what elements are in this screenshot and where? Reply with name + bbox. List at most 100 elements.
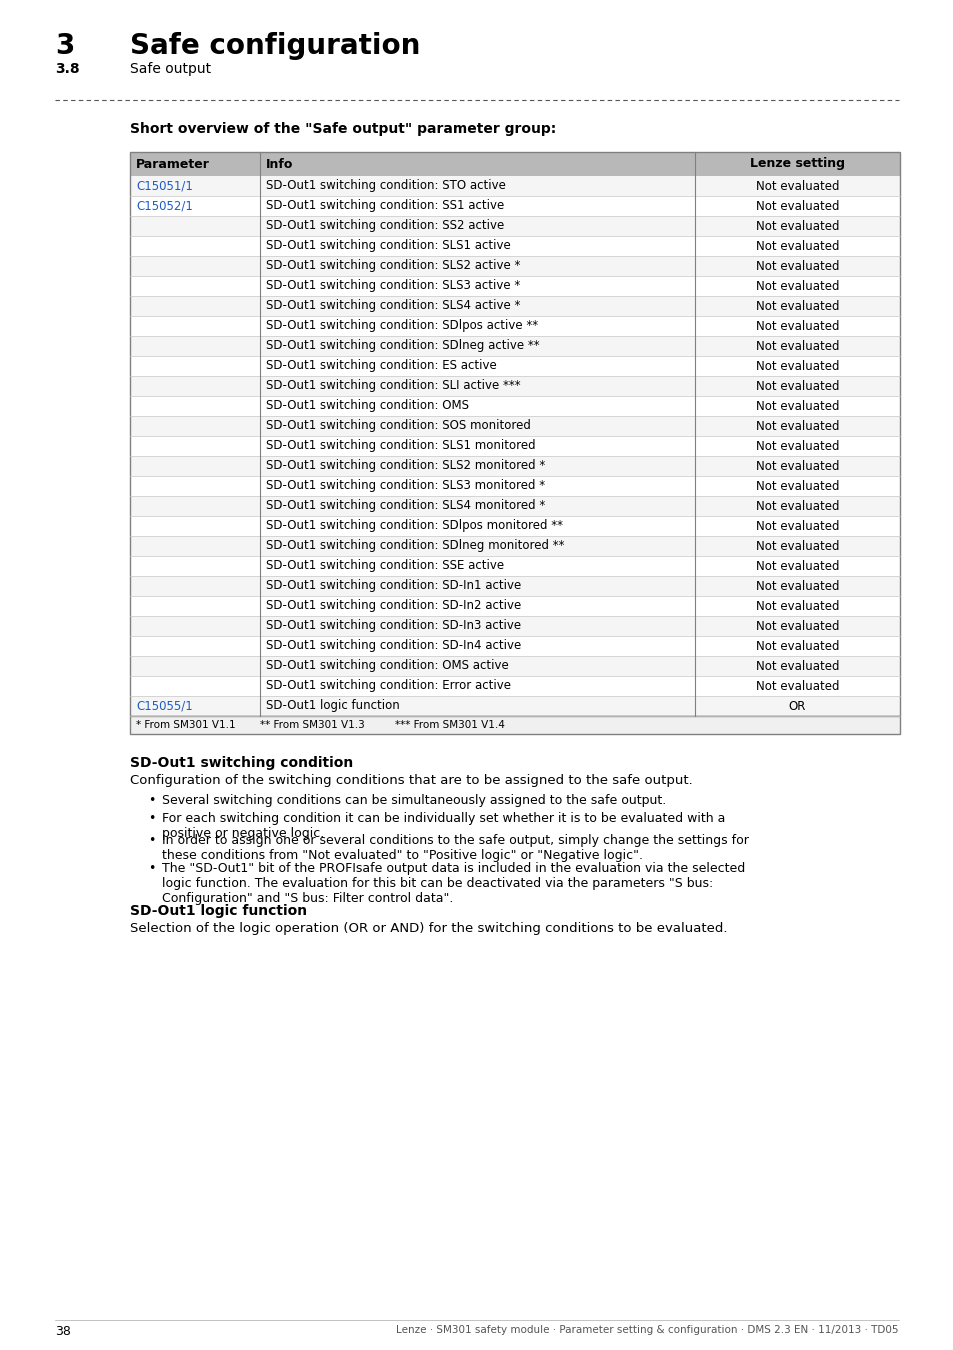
Text: Not evaluated: Not evaluated	[755, 420, 839, 432]
Bar	[130, 356, 899, 377]
Bar	[130, 616, 899, 636]
Text: Not evaluated: Not evaluated	[755, 220, 839, 232]
Text: SD-Out1 switching condition: ES active: SD-Out1 switching condition: ES active	[266, 359, 497, 373]
Text: In order to assign one or several conditions to the safe output, simply change t: In order to assign one or several condit…	[162, 834, 748, 863]
Text: Not evaluated: Not evaluated	[755, 259, 839, 273]
Bar	[130, 176, 899, 196]
Text: Safe configuration: Safe configuration	[130, 32, 420, 59]
Text: Configuration of the switching conditions that are to be assigned to the safe ou: Configuration of the switching condition…	[130, 774, 692, 787]
Text: Not evaluated: Not evaluated	[755, 520, 839, 532]
Bar	[130, 477, 899, 495]
Text: Not evaluated: Not evaluated	[755, 300, 839, 312]
Text: Not evaluated: Not evaluated	[755, 500, 839, 513]
Text: C15055/1: C15055/1	[136, 699, 193, 713]
Bar	[130, 556, 899, 576]
Bar	[130, 275, 899, 296]
Text: SD-Out1 switching condition: SD-In4 active: SD-Out1 switching condition: SD-In4 acti…	[266, 640, 520, 652]
Text: Not evaluated: Not evaluated	[755, 359, 839, 373]
Text: SD-Out1 switching condition: SLI active ***: SD-Out1 switching condition: SLI active …	[266, 379, 520, 393]
Bar	[130, 595, 899, 616]
Text: SD-Out1 switching condition: SS1 active: SD-Out1 switching condition: SS1 active	[266, 200, 504, 212]
Text: SD-Out1 switching condition: SLS2 active *: SD-Out1 switching condition: SLS2 active…	[266, 259, 519, 273]
Text: SD-Out1 switching condition: SLS1 active: SD-Out1 switching condition: SLS1 active	[266, 239, 510, 252]
Bar	[130, 697, 899, 716]
Text: SD-Out1 switching condition: SLS3 monitored *: SD-Out1 switching condition: SLS3 monito…	[266, 479, 544, 493]
Text: Lenze · SM301 safety module · Parameter setting & configuration · DMS 2.3 EN · 1: Lenze · SM301 safety module · Parameter …	[396, 1324, 898, 1335]
Text: Not evaluated: Not evaluated	[755, 180, 839, 193]
Text: SD-Out1 switching condition: SDlneg active **: SD-Out1 switching condition: SDlneg acti…	[266, 339, 539, 352]
Text: SD-Out1 switching condition: SDlneg monitored **: SD-Out1 switching condition: SDlneg moni…	[266, 540, 564, 552]
Text: SD-Out1 switching condition: Error active: SD-Out1 switching condition: Error activ…	[266, 679, 511, 693]
Text: Not evaluated: Not evaluated	[755, 640, 839, 652]
Text: Not evaluated: Not evaluated	[755, 400, 839, 413]
Bar	[130, 436, 899, 456]
Text: 3: 3	[55, 32, 74, 59]
Bar	[130, 296, 899, 316]
Text: Short overview of the "Safe output" parameter group:: Short overview of the "Safe output" para…	[130, 122, 556, 136]
Text: * From SM301 V1.1: * From SM301 V1.1	[136, 720, 235, 730]
Text: Parameter: Parameter	[136, 158, 210, 170]
Text: *** From SM301 V1.4: *** From SM301 V1.4	[395, 720, 504, 730]
Text: SD-Out1 switching condition: SD-Out1 switching condition	[130, 756, 353, 770]
Text: Not evaluated: Not evaluated	[755, 660, 839, 672]
Bar	[130, 256, 899, 275]
Text: SD-Out1 switching condition: SLS4 active *: SD-Out1 switching condition: SLS4 active…	[266, 300, 519, 312]
Text: Not evaluated: Not evaluated	[755, 679, 839, 693]
Text: SD-Out1 switching condition: OMS: SD-Out1 switching condition: OMS	[266, 400, 469, 413]
Bar	[130, 536, 899, 556]
Text: SD-Out1 switching condition: SS2 active: SD-Out1 switching condition: SS2 active	[266, 220, 504, 232]
Text: The "SD-Out1" bit of the PROFIsafe output data is included in the evaluation via: The "SD-Out1" bit of the PROFIsafe outpu…	[162, 863, 744, 904]
Text: Not evaluated: Not evaluated	[755, 579, 839, 593]
Text: Not evaluated: Not evaluated	[755, 459, 839, 472]
Text: SD-Out1 switching condition: SD-In2 active: SD-Out1 switching condition: SD-In2 acti…	[266, 599, 520, 613]
Text: OR: OR	[788, 699, 805, 713]
Text: Not evaluated: Not evaluated	[755, 540, 839, 552]
Text: SD-Out1 switching condition: SOS monitored: SD-Out1 switching condition: SOS monitor…	[266, 420, 530, 432]
Text: Not evaluated: Not evaluated	[755, 320, 839, 332]
Text: Not evaluated: Not evaluated	[755, 440, 839, 452]
Text: SD-Out1 switching condition: SDlpos monitored **: SD-Out1 switching condition: SDlpos moni…	[266, 520, 562, 532]
Text: SD-Out1 switching condition: OMS active: SD-Out1 switching condition: OMS active	[266, 660, 508, 672]
Text: Not evaluated: Not evaluated	[755, 620, 839, 633]
Text: 38: 38	[55, 1324, 71, 1338]
Bar	[130, 576, 899, 595]
Text: SD-Out1 switching condition: SD-In1 active: SD-Out1 switching condition: SD-In1 acti…	[266, 579, 520, 593]
Text: SD-Out1 switching condition: SSE active: SD-Out1 switching condition: SSE active	[266, 559, 503, 572]
Bar	[130, 716, 899, 734]
Bar	[130, 656, 899, 676]
Bar	[130, 196, 899, 216]
Bar	[130, 316, 899, 336]
Text: For each switching condition it can be individually set whether it is to be eval: For each switching condition it can be i…	[162, 811, 724, 840]
Text: SD-Out1 logic function: SD-Out1 logic function	[266, 699, 399, 713]
Text: Info: Info	[266, 158, 294, 170]
Bar	[130, 676, 899, 697]
Text: Not evaluated: Not evaluated	[755, 200, 839, 212]
Bar	[130, 153, 899, 176]
Text: SD-Out1 switching condition: SLS1 monitored: SD-Out1 switching condition: SLS1 monito…	[266, 440, 535, 452]
Text: 3.8: 3.8	[55, 62, 79, 76]
Text: •: •	[148, 794, 155, 807]
Text: Not evaluated: Not evaluated	[755, 379, 839, 393]
Bar	[130, 495, 899, 516]
Bar	[130, 416, 899, 436]
Text: Not evaluated: Not evaluated	[755, 599, 839, 613]
Text: SD-Out1 switching condition: SLS4 monitored *: SD-Out1 switching condition: SLS4 monito…	[266, 500, 545, 513]
Text: SD-Out1 switching condition: SLS3 active *: SD-Out1 switching condition: SLS3 active…	[266, 279, 519, 293]
Text: •: •	[148, 863, 155, 875]
Text: Not evaluated: Not evaluated	[755, 239, 839, 252]
Text: Selection of the logic operation (OR or AND) for the switching conditions to be : Selection of the logic operation (OR or …	[130, 922, 727, 936]
Text: SD-Out1 switching condition: STO active: SD-Out1 switching condition: STO active	[266, 180, 505, 193]
Text: C15051/1: C15051/1	[136, 180, 193, 193]
Bar	[130, 456, 899, 477]
Bar	[130, 396, 899, 416]
Text: Several switching conditions can be simultaneously assigned to the safe output.: Several switching conditions can be simu…	[162, 794, 665, 807]
Text: C15052/1: C15052/1	[136, 200, 193, 212]
Text: ** From SM301 V1.3: ** From SM301 V1.3	[260, 720, 364, 730]
Text: Not evaluated: Not evaluated	[755, 339, 839, 352]
Bar	[130, 636, 899, 656]
Bar	[130, 377, 899, 396]
Text: Not evaluated: Not evaluated	[755, 559, 839, 572]
Text: SD-Out1 switching condition: SDlpos active **: SD-Out1 switching condition: SDlpos acti…	[266, 320, 537, 332]
Text: SD-Out1 logic function: SD-Out1 logic function	[130, 904, 307, 918]
Bar	[130, 153, 899, 716]
